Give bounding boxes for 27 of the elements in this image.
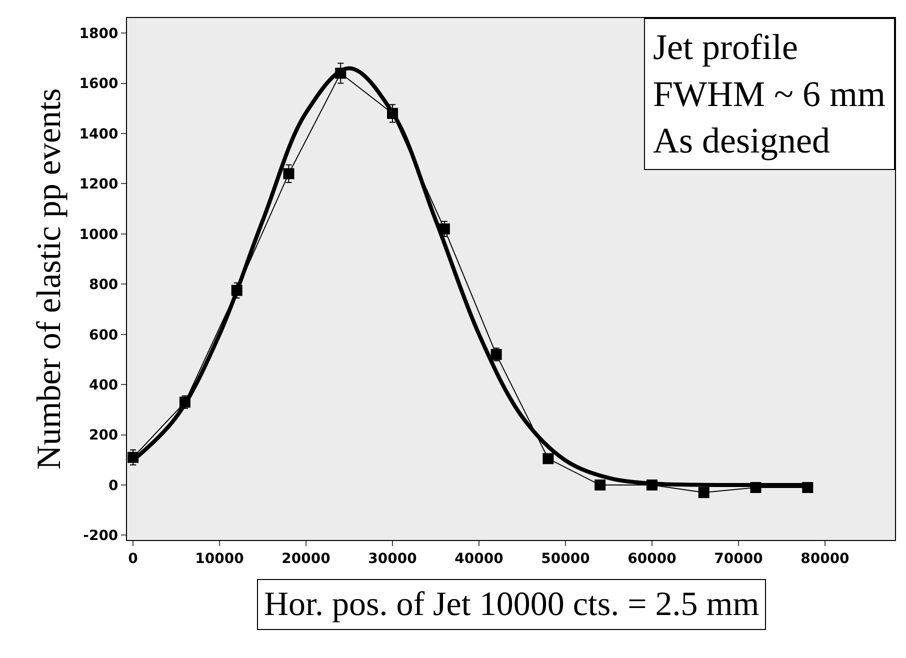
x-tick-label: 80000 [800,550,850,567]
x-tick-label: 40000 [454,550,504,567]
x-tick-label: 20000 [282,550,331,567]
point [698,487,710,498]
point [283,168,294,180]
y-tick-label: -200 [83,528,118,544]
y-tick-label: 1600 [79,76,118,92]
x-tick-label: 60000 [628,550,677,567]
x-tick-label: 70000 [714,550,764,567]
point [594,480,606,491]
x-axis-title: Hor. pos. of Jet 10000 cts. = 2.5 mm [264,586,760,623]
y-tick-label: 0 [108,478,118,494]
point [542,453,554,464]
y-tick-label: 1000 [79,226,118,243]
y-tick-label: 600 [88,327,118,344]
annotation: Jet profile FWHM ~ 6 mm As designed [653,27,886,161]
x-tick-label: 50000 [541,550,590,567]
x-tick-label: 10000 [195,550,244,567]
x-tick-label: 0 [128,550,138,567]
y-tick-label: 200 [88,428,118,444]
x-tick-label: 30000 [368,550,418,567]
y-tick-label: 400 [88,377,118,394]
y-tick-label: 1200 [79,176,118,193]
y-tick-label: 800 [88,277,118,294]
y-tick-label: 1400 [79,126,118,142]
y-tick-label: 1800 [79,26,118,42]
y-axis-title: Number of elastic pp events [30,88,68,470]
